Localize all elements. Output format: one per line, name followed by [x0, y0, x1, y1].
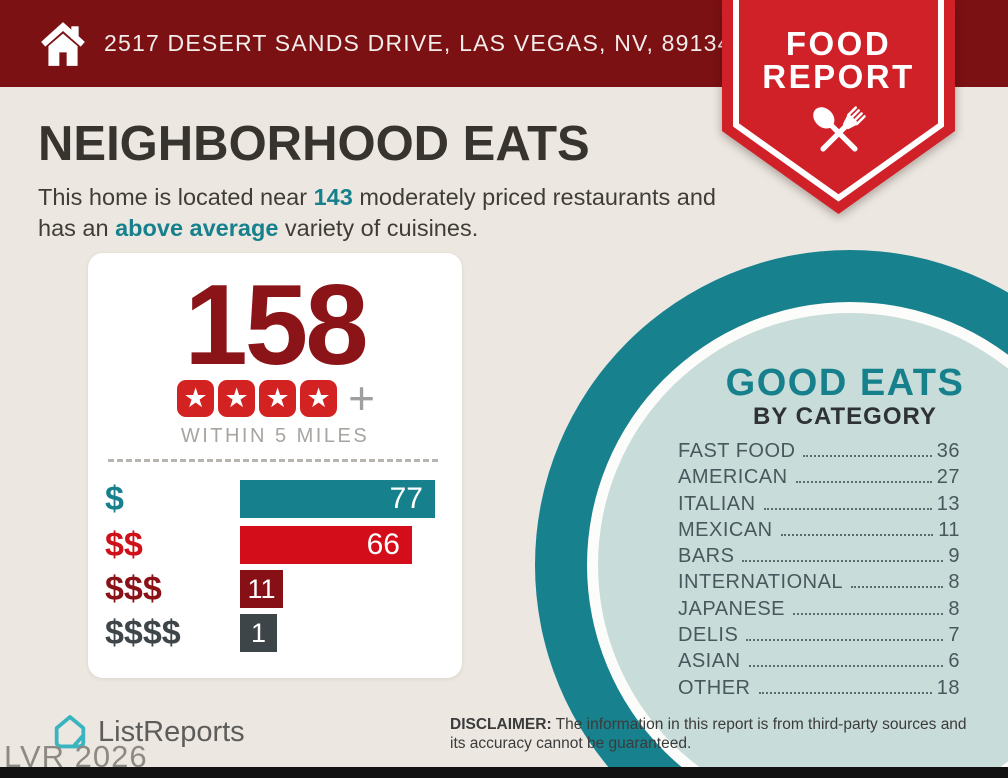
- disclaimer-text: The information in this report is from t…: [450, 716, 967, 752]
- intro-part1: This home is located near: [38, 184, 314, 210]
- bar-value: 66: [366, 528, 400, 561]
- price-tier-label: $$$: [105, 570, 162, 608]
- bar-value: 77: [389, 482, 423, 515]
- restaurant-stats-card: 158 ★ ★ ★ ★ + WITHIN 5 MILES $ 77 $$ 66 …: [88, 253, 462, 678]
- star-icon: ★: [218, 380, 256, 417]
- dot-leader: [795, 481, 932, 484]
- divider: [108, 459, 438, 462]
- category-value: 36: [936, 440, 960, 462]
- list-item: ASIAN 6: [678, 650, 960, 676]
- price-tier-label: $: [105, 480, 124, 518]
- restaurant-count: 143: [313, 184, 353, 210]
- category-label: DELIS: [678, 624, 739, 647]
- disclaimer-label: DISCLAIMER:: [450, 716, 552, 733]
- good-eats-circle-fill: [598, 313, 1008, 778]
- list-item: AMERICAN 27: [678, 466, 960, 492]
- category-value: 13: [936, 492, 960, 515]
- list-item: OTHER 18: [678, 677, 960, 703]
- listreports-logo: ListReports: [50, 712, 245, 752]
- category-value: 8: [948, 597, 960, 620]
- category-label: JAPANESE: [678, 597, 785, 620]
- brand-name: ListReports: [98, 715, 245, 748]
- star-icon: ★: [300, 380, 338, 417]
- category-label: ASIAN: [678, 650, 741, 673]
- home-icon: [41, 21, 85, 66]
- category-value: 8: [948, 571, 960, 594]
- dot-leader: [742, 560, 944, 563]
- star-icon: ★: [259, 380, 297, 417]
- bar: 77: [240, 480, 435, 518]
- bar: 11: [240, 570, 283, 608]
- disclaimer: DISCLAIMER: The information in this repo…: [450, 715, 978, 753]
- bar: 1: [240, 614, 277, 652]
- spoon-fork-icon: [813, 106, 866, 152]
- bar-value: 11: [247, 574, 276, 604]
- category-label: FAST FOOD: [678, 440, 796, 462]
- ribbon-icon: [722, 0, 955, 214]
- bar: 66: [240, 526, 412, 564]
- price-bar-row: $ 77: [88, 480, 462, 518]
- category-value: 6: [948, 650, 960, 673]
- property-address: 2517 DESERT SANDS DRIVE, LAS VEGAS, NV, …: [104, 30, 732, 56]
- radius-caption: WITHIN 5 MILES: [180, 425, 370, 447]
- dot-leader: [748, 665, 944, 668]
- page-title: NEIGHBORHOOD EATS: [38, 117, 590, 171]
- category-list: FAST FOOD 36 AMERICAN 27 ITALIAN 13 MEXICAN…: [678, 440, 960, 703]
- price-tier-label: $$$$: [105, 614, 181, 652]
- food-report-badge: FOOD REPORT: [722, 0, 955, 218]
- restaurant-total: 158: [184, 262, 368, 389]
- intro-text: This home is located near 143 moderately…: [38, 182, 738, 244]
- price-bar-row: $$$ 11: [88, 570, 462, 608]
- category-value: 27: [936, 466, 960, 489]
- star-icon: ★: [177, 380, 215, 417]
- category-label: OTHER: [678, 676, 751, 699]
- price-bar-row: $$ 66: [88, 526, 462, 564]
- star-rating: ★ ★ ★ ★ +: [88, 372, 462, 424]
- category-value: 18: [936, 676, 960, 699]
- category-label: BARS: [678, 545, 735, 568]
- category-value: 9: [948, 545, 960, 568]
- list-item: DELIS 7: [678, 624, 960, 650]
- good-eats-subtitle: BY CATEGORY: [753, 403, 937, 430]
- category-label: AMERICAN: [678, 466, 788, 489]
- dot-leader: [758, 691, 932, 694]
- list-item: MEXICAN 11: [678, 519, 960, 545]
- badge-title-line1: FOOD: [785, 25, 892, 62]
- dot-leader: [746, 639, 944, 642]
- plus-sign: +: [348, 372, 375, 424]
- category-value: 7: [948, 624, 960, 647]
- category-label: INTERNATIONAL: [678, 571, 844, 594]
- badge-title-line2: REPORT: [762, 58, 915, 95]
- dot-leader: [763, 507, 932, 510]
- dot-leader: [780, 533, 934, 536]
- price-tier-label: $$: [105, 526, 143, 564]
- list-item: JAPANESE 8: [678, 598, 960, 624]
- list-item: FAST FOOD 36: [678, 440, 960, 466]
- list-item: BARS 9: [678, 545, 960, 571]
- dot-leader: [851, 586, 944, 589]
- intro-part2: moderately priced restaurants and: [352, 184, 716, 210]
- dot-leader: [793, 612, 944, 615]
- intro-highlight: above average: [115, 215, 279, 241]
- list-item: INTERNATIONAL 8: [678, 571, 960, 597]
- list-item: ITALIAN 13: [678, 493, 960, 519]
- price-bar-row: $$$$ 1: [88, 614, 462, 652]
- bottom-bar: [0, 767, 1008, 778]
- category-value: 11: [938, 518, 960, 541]
- intro-part4: variety of cuisines.: [278, 215, 479, 241]
- category-label: MEXICAN: [678, 518, 773, 541]
- good-eats-title: GOOD EATS: [725, 362, 965, 404]
- intro-part3: has an: [38, 215, 116, 241]
- bar-value: 1: [250, 618, 267, 648]
- category-label: ITALIAN: [678, 492, 756, 515]
- dot-leader: [803, 455, 932, 457]
- house-logo-icon: [54, 715, 86, 749]
